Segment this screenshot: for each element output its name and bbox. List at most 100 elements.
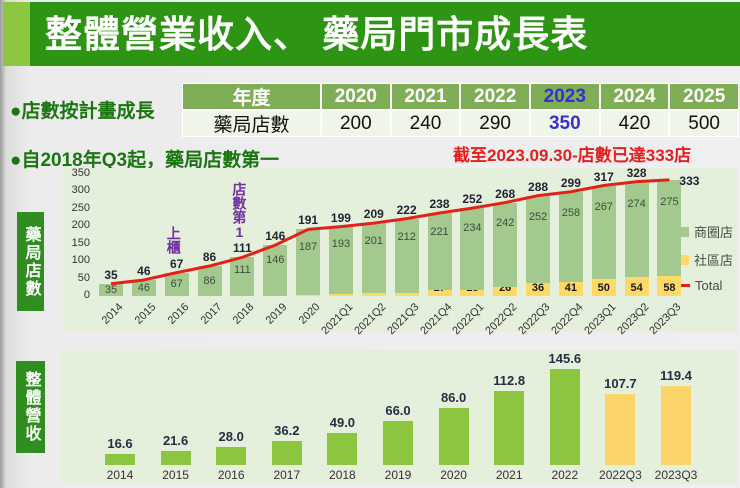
business-district-value-label: 252 bbox=[528, 210, 548, 223]
business-district-value-label: 242 bbox=[496, 216, 515, 229]
community-bar-segment bbox=[526, 283, 551, 296]
y-axis-tick: 200 bbox=[71, 219, 90, 232]
y-axis-tick: 0 bbox=[83, 289, 90, 301]
revenue-value-label: 21.6 bbox=[162, 432, 189, 448]
business-district-bar-segment bbox=[328, 226, 353, 294]
total-line bbox=[110, 178, 670, 286]
store-plan-table: 年度 2020 2021 2022 2023 2024 2025 藥局店數 20… bbox=[182, 83, 739, 137]
revenue-value-label: 16.6 bbox=[107, 436, 133, 452]
milestone-annotation: 上櫃 bbox=[165, 226, 182, 254]
business-district-value-label: 35 bbox=[104, 283, 118, 296]
x-axis-label: 2018 bbox=[329, 468, 356, 482]
x-axis-label: 2019 bbox=[384, 468, 412, 482]
business-district-bar-segment bbox=[361, 223, 386, 294]
table-header-cell-highlight: 2023 bbox=[529, 83, 600, 110]
milestone-annotation: 店數第1 bbox=[231, 182, 248, 240]
table-value-cell: 500 bbox=[669, 110, 739, 137]
revenue-value-label: 145.6 bbox=[548, 351, 582, 366]
total-value-label: 299 bbox=[560, 175, 581, 190]
business-district-value-label: 146 bbox=[266, 253, 285, 266]
business-district-value-label: 111 bbox=[234, 263, 251, 276]
business-district-value-label: 212 bbox=[397, 231, 416, 244]
total-value-label: 146 bbox=[265, 229, 286, 244]
table-value-cell: 420 bbox=[599, 110, 670, 137]
revenue-bar bbox=[661, 386, 691, 465]
total-value-label: 317 bbox=[593, 169, 614, 184]
business-district-value-label: 275 bbox=[660, 196, 679, 209]
business-district-bar-segment bbox=[197, 266, 222, 296]
revenue-value-label: 119.4 bbox=[660, 368, 692, 384]
revenue-value-label: 112.8 bbox=[493, 372, 526, 388]
banner-accent-stripe bbox=[3, 2, 30, 66]
community-bar-segment bbox=[394, 292, 419, 296]
bullet-store-rank: ●自2018年Q3起，藥局店數第一 bbox=[10, 150, 280, 171]
business-district-bar-segment bbox=[493, 202, 518, 287]
revenue-value-label: 86.0 bbox=[440, 390, 467, 406]
table-header-cell: 2024 bbox=[599, 83, 670, 110]
table-header-cell: 2021 bbox=[390, 83, 461, 110]
business-district-bar-segment bbox=[558, 191, 583, 282]
total-value-label: 209 bbox=[363, 207, 384, 222]
x-axis-label: 2015 bbox=[162, 468, 189, 482]
revenue-value-label: 49.0 bbox=[329, 414, 356, 430]
y-axis-tick: 100 bbox=[71, 254, 90, 267]
revenue-value-label: 36.2 bbox=[274, 423, 300, 439]
community-value-label: 41 bbox=[564, 282, 578, 294]
business-district-bar-segment bbox=[164, 272, 189, 296]
table-header-cell: 2025 bbox=[669, 83, 739, 110]
x-axis-label: 2022 bbox=[551, 468, 579, 482]
community-value-label: 36 bbox=[531, 282, 545, 294]
total-value-label: 268 bbox=[495, 186, 516, 201]
business-district-bar-segment bbox=[526, 195, 551, 284]
business-district-bar-segment bbox=[394, 218, 419, 293]
business-district-value-label: 187 bbox=[298, 240, 318, 253]
table-value-cell-highlight: 350 bbox=[529, 110, 600, 137]
total-value-label: 222 bbox=[396, 202, 417, 217]
table-value-cell: 290 bbox=[460, 110, 530, 137]
revenue-chart-plot: 16.6 2014 21.6 2015 28.0 2016 36.2 2017 49.0 2018… bbox=[60, 350, 738, 484]
business-district-bar-segment bbox=[460, 208, 485, 290]
table-value-cell: 240 bbox=[390, 110, 461, 137]
community-bar-segment bbox=[296, 294, 321, 296]
table-value-cell: 200 bbox=[321, 110, 391, 137]
x-axis-label: 2014 bbox=[106, 468, 134, 482]
business-district-value-label: 234 bbox=[463, 222, 482, 235]
business-district-bar-segment bbox=[230, 257, 255, 296]
total-value-label: 333 bbox=[679, 173, 700, 188]
revenue-value-label: 107.7 bbox=[604, 376, 637, 391]
business-district-bar-segment bbox=[99, 283, 123, 296]
revenue-bar bbox=[271, 441, 302, 465]
business-district-bar-segment bbox=[131, 279, 156, 296]
business-district-bar-segment bbox=[263, 245, 288, 296]
community-value-label: 50 bbox=[597, 282, 610, 294]
y-axis-tick: 250 bbox=[71, 201, 90, 214]
revenue-bar bbox=[383, 421, 413, 465]
community-bar-segment bbox=[427, 290, 452, 296]
title-banner: 整體營業收入、 藥局門市成長表 bbox=[3, 2, 740, 66]
table-header-cell: 2022 bbox=[460, 83, 530, 110]
legend-label: 社區店 bbox=[693, 253, 733, 268]
table-header-cell: 年度 bbox=[182, 83, 321, 110]
x-axis-label: 2020 bbox=[440, 468, 467, 482]
business-district-value-label: 258 bbox=[561, 207, 581, 220]
business-district-bar-segment bbox=[657, 179, 682, 276]
total-value-label: 86 bbox=[202, 250, 217, 265]
total-value-label: 191 bbox=[298, 213, 319, 228]
total-value-label: 238 bbox=[429, 197, 450, 212]
revenue-bar bbox=[605, 394, 636, 465]
x-axis-label: 2021 bbox=[495, 468, 523, 482]
business-district-value-label: 274 bbox=[627, 197, 646, 210]
business-district-bar-segment bbox=[296, 229, 321, 295]
business-district-value-label: 221 bbox=[430, 226, 449, 239]
total-value-label: 46 bbox=[137, 263, 151, 278]
business-district-value-label: 193 bbox=[331, 238, 351, 251]
community-bar-segment bbox=[558, 281, 583, 296]
total-value-label: 67 bbox=[170, 256, 184, 271]
community-bar-segment bbox=[328, 293, 353, 296]
table-header-cell: 2020 bbox=[321, 83, 391, 110]
bullet-store-plan: ●店數按計畫成長 bbox=[10, 101, 155, 122]
total-value-label: 199 bbox=[330, 210, 351, 225]
revenue-bar bbox=[105, 454, 135, 465]
y-axis-tick: 150 bbox=[71, 236, 90, 249]
